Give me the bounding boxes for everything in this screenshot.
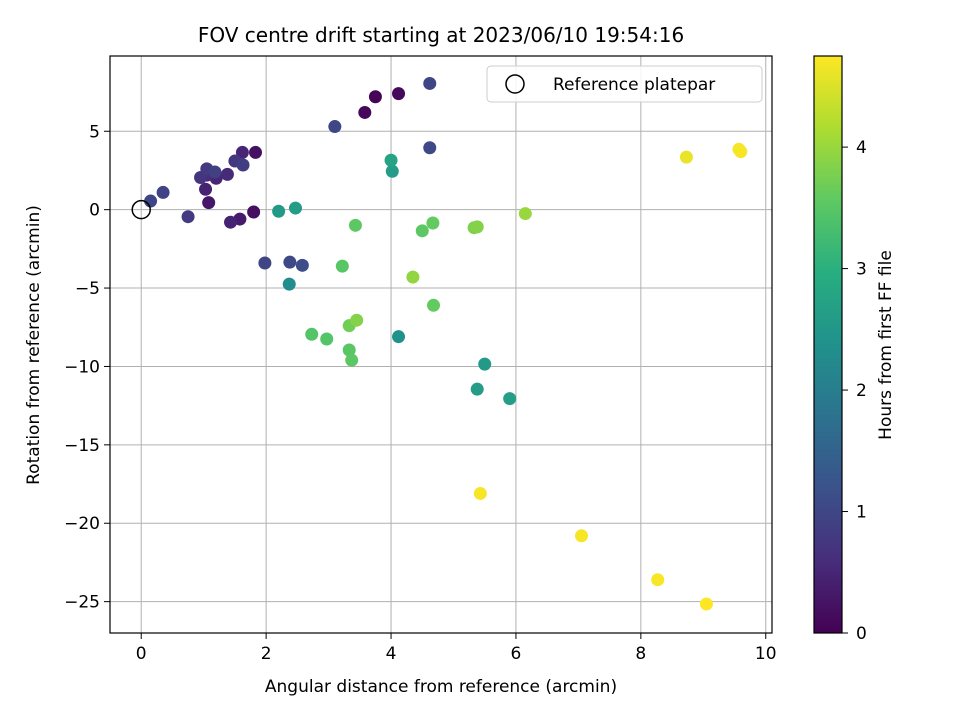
data-point — [208, 165, 222, 179]
data-point — [518, 207, 532, 221]
data-point — [156, 185, 170, 199]
data-point — [345, 353, 359, 367]
data-point — [651, 573, 665, 587]
colorbar-tick-label: 3 — [856, 260, 867, 280]
y-tick-label: 0 — [89, 201, 100, 221]
data-point — [350, 313, 364, 327]
data-point — [282, 277, 296, 291]
axis-ticks: 0 2 4 6 8 10 5 0 −5 −10 −15 −20 −25 — [64, 122, 776, 664]
x-tick-label: 8 — [635, 644, 646, 664]
data-points — [144, 76, 748, 611]
data-point — [144, 194, 158, 208]
y-tick-label: −15 — [64, 436, 100, 456]
legend-entry-reference: Reference platepar — [553, 75, 715, 95]
data-point — [415, 224, 429, 238]
data-point — [423, 76, 437, 90]
data-point — [305, 327, 319, 341]
x-tick-label: 10 — [755, 644, 777, 664]
colorbar-gradient — [813, 55, 843, 634]
grid-lines — [110, 56, 772, 633]
data-point — [427, 298, 441, 312]
data-point — [470, 220, 484, 234]
colorbar-tick-label: 2 — [856, 381, 867, 401]
data-point — [258, 256, 272, 270]
y-tick-label: −5 — [75, 279, 100, 299]
data-point — [406, 270, 420, 284]
data-point — [342, 343, 356, 357]
data-point — [295, 258, 309, 272]
data-point — [247, 205, 261, 219]
data-point — [283, 255, 297, 269]
data-point — [575, 529, 589, 543]
data-point — [473, 486, 487, 500]
data-point — [368, 90, 382, 104]
legend-box — [486, 65, 763, 103]
data-point — [470, 382, 484, 396]
data-point — [392, 330, 406, 344]
y-tick-label: −10 — [64, 357, 100, 377]
data-point — [202, 196, 216, 210]
data-point — [335, 259, 349, 273]
data-point — [392, 87, 406, 101]
colorbar-tick-label: 4 — [856, 138, 867, 158]
data-point — [478, 357, 492, 371]
colorbar: 0 1 2 3 4 Hours from first FF file — [813, 55, 896, 644]
colorbar-tick-label: 0 — [856, 624, 867, 644]
data-point — [199, 182, 213, 196]
data-point — [235, 145, 249, 159]
x-tick-label: 0 — [136, 644, 147, 664]
x-axis-label: Angular distance from reference (arcmin) — [265, 677, 617, 697]
plot-frame — [109, 55, 773, 634]
data-point — [328, 120, 342, 134]
data-point — [348, 218, 362, 232]
data-point — [181, 210, 195, 224]
data-point — [358, 105, 372, 119]
legend-reference-marker — [505, 74, 525, 94]
data-point — [224, 215, 238, 229]
x-tick-label: 4 — [386, 644, 397, 664]
data-point — [288, 201, 302, 215]
data-point — [503, 392, 517, 406]
x-tick-label: 2 — [261, 644, 272, 664]
colorbar-tick-label: 1 — [856, 503, 867, 523]
x-tick-label: 6 — [511, 644, 522, 664]
colorbar-ticks: 0 1 2 3 4 — [842, 138, 867, 644]
data-point — [734, 145, 748, 159]
data-point — [384, 153, 398, 167]
y-tick-label: 5 — [89, 122, 100, 142]
y-tick-label: −25 — [64, 593, 100, 613]
legend: Reference platepar — [486, 65, 763, 103]
y-tick-label: −20 — [64, 514, 100, 534]
y-axis-label: Rotation from reference (arcmin) — [24, 205, 44, 485]
data-point — [249, 145, 263, 159]
data-point — [699, 597, 713, 611]
data-point — [423, 141, 437, 155]
reference-point-marker — [131, 199, 151, 220]
colorbar-label: Hours from first FF file — [876, 250, 896, 440]
data-point — [320, 332, 334, 346]
data-point — [236, 158, 250, 172]
data-point — [220, 167, 234, 181]
data-point — [679, 150, 693, 164]
data-point — [385, 164, 399, 178]
data-point — [272, 204, 286, 218]
chart-title: FOV centre drift starting at 2023/06/10 … — [198, 23, 684, 47]
data-point — [426, 216, 440, 230]
